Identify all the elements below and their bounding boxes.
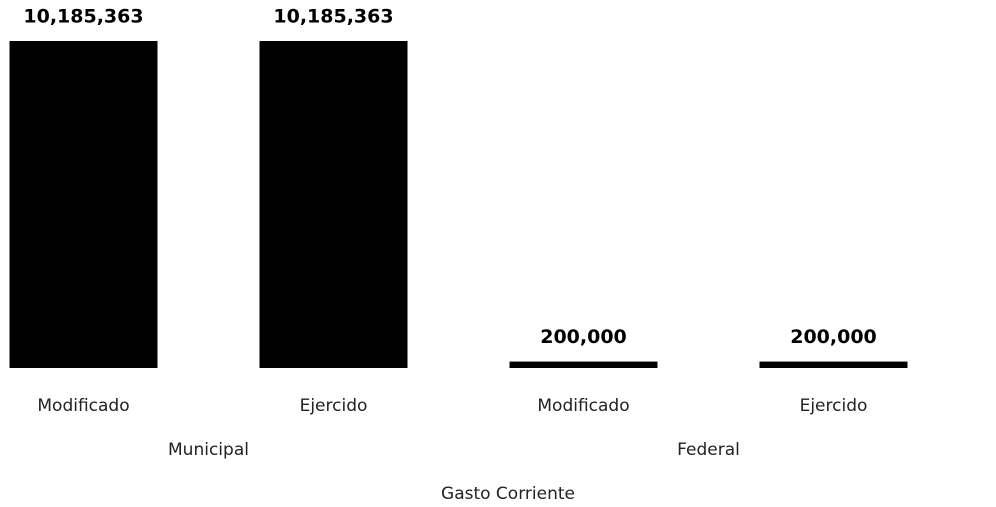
x-tick-label: Modificado — [37, 396, 129, 416]
value-label: 10,185,363 — [23, 6, 143, 28]
bar — [259, 41, 408, 368]
x-axis-title: Gasto Corriente — [441, 484, 575, 504]
x-tick-label: Modificado — [537, 396, 629, 416]
value-label: 200,000 — [790, 326, 877, 348]
bar — [759, 361, 908, 368]
group-label: Federal — [677, 440, 740, 460]
value-label: 10,185,363 — [273, 6, 393, 28]
group-label: Municipal — [168, 440, 249, 460]
x-tick-label: Ejercido — [800, 396, 868, 416]
bar — [509, 361, 658, 368]
value-label: 200,000 — [540, 326, 627, 348]
bar — [9, 41, 158, 368]
x-tick-label: Ejercido — [300, 396, 368, 416]
